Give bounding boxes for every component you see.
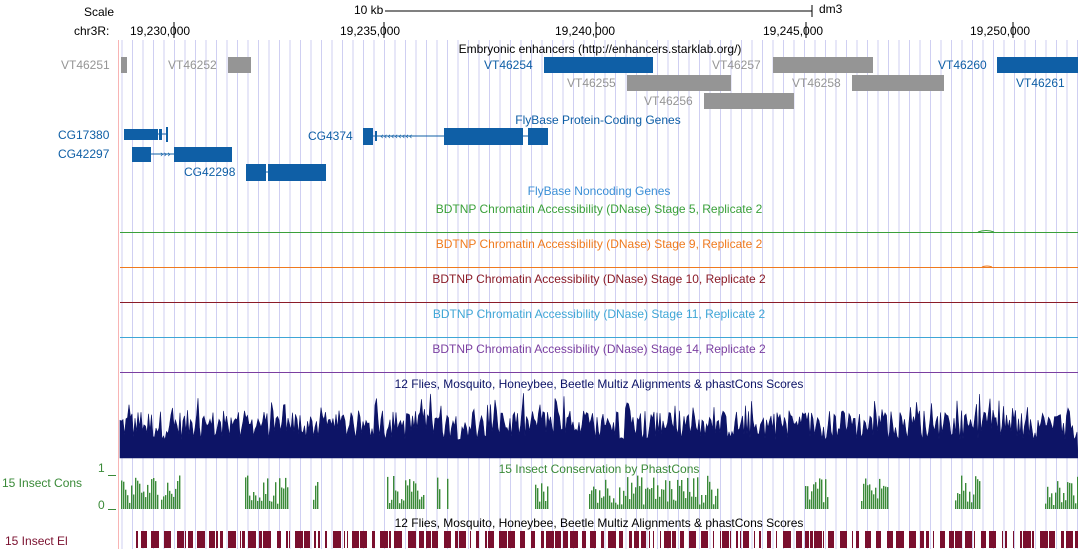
enhancer-feature-vt46256[interactable] [704, 93, 794, 109]
gene-label[interactable]: CG17380 [58, 128, 110, 142]
enhancer-label[interactable]: VT46254 [484, 58, 533, 72]
gene-model-cg42297[interactable]: ››› [132, 147, 232, 162]
enhancer-label[interactable]: VT46260 [938, 58, 987, 72]
enhancer-label[interactable]: VT46252 [168, 58, 217, 72]
gene-model-cg4374[interactable]: ‹‹‹‹‹‹‹‹‹ [363, 128, 548, 145]
insect-cons-axis-max: 1 [98, 461, 105, 475]
genes-track-title: FlyBase Protein-Coding Genes [515, 113, 681, 127]
enhancer-feature-vt46260[interactable] [997, 57, 1078, 73]
multiz-track-title: 12 Flies, Mosquito, Honeybee, Beetle Mul… [394, 377, 804, 391]
gene-label[interactable]: CG42297 [58, 147, 110, 161]
gene-label[interactable]: CG4374 [308, 129, 353, 143]
enhancer-feature-vt46254[interactable] [544, 57, 653, 73]
insect-el-label[interactable]: 15 Insect El [5, 534, 68, 548]
enhancer-label[interactable]: VT46251 [61, 58, 110, 72]
svg-text:›››: ››› [160, 150, 171, 160]
ruler-tick-label: 19,235,000 [340, 24, 401, 38]
enhancer-feature-vt46255[interactable] [627, 75, 731, 91]
enhancer-label[interactable]: VT46257 [712, 58, 761, 72]
enhancer-feature-vt46251[interactable] [121, 57, 127, 73]
ruler-tick-label: 19,250,000 [970, 24, 1031, 38]
scale-label: Scale [84, 5, 115, 19]
dnase-track-title: BDTNP Chromatin Accessibility (DNase) St… [435, 202, 763, 216]
dnase-track-title: BDTNP Chromatin Accessibility (DNase) St… [435, 237, 763, 251]
noncoding-track-title: FlyBase Noncoding Genes [527, 184, 671, 198]
insect-cons-axis-min: 0 [98, 498, 105, 512]
ruler-tick-label: 19,230,000 [130, 24, 191, 38]
enhancer-label[interactable]: VT46258 [792, 76, 841, 90]
insect-cons-title: 15 Insect Conservation by PhastCons [498, 462, 700, 476]
gene-model-cg17380[interactable] [124, 127, 168, 142]
enhancer-feature-vt46258[interactable] [852, 75, 944, 91]
enhancer-feature-vt46257[interactable] [773, 57, 873, 73]
insect-el-title: 12 Flies, Mosquito, Honeybee, Beetle Mul… [394, 516, 804, 530]
gene-label[interactable]: CG42298 [184, 165, 236, 179]
enhancer-feature-vt46252[interactable] [228, 57, 251, 73]
gene-model-cg42298[interactable] [246, 164, 326, 181]
enhancer-label[interactable]: VT46261 [1016, 76, 1065, 90]
dnase-track-title: BDTNP Chromatin Accessibility (DNase) St… [432, 272, 766, 286]
svg-text:‹‹‹‹‹‹‹‹‹: ‹‹‹‹‹‹‹‹‹ [380, 132, 412, 142]
chrom-label: chr3R: [74, 24, 110, 38]
dnase-track-title: BDTNP Chromatin Accessibility (DNase) St… [432, 307, 766, 321]
assembly-label: dm3 [819, 2, 843, 16]
enhancers-track-title: Embryonic enhancers (http://enhancers.st… [458, 42, 742, 56]
scale-value: 10 kb [352, 3, 386, 17]
enhancer-label[interactable]: VT46256 [644, 94, 693, 108]
insect-cons-label[interactable]: 15 Insect Cons [2, 476, 83, 490]
ruler-tick-label: 19,240,000 [555, 24, 616, 38]
ruler-tick-label: 19,245,000 [763, 24, 824, 38]
dnase-track-title: BDTNP Chromatin Accessibility (DNase) St… [432, 342, 766, 356]
enhancer-label[interactable]: VT46255 [567, 76, 616, 90]
